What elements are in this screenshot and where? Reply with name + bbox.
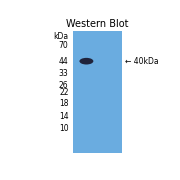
Text: 10: 10 — [59, 124, 69, 133]
Text: Western Blot: Western Blot — [66, 19, 128, 29]
Text: 18: 18 — [59, 99, 69, 108]
Bar — [73, 31, 122, 153]
Text: 70: 70 — [59, 41, 69, 50]
Text: 26: 26 — [59, 81, 69, 90]
Text: ← 40kDa: ← 40kDa — [125, 57, 159, 66]
Text: 22: 22 — [59, 88, 69, 97]
Ellipse shape — [79, 58, 93, 64]
Text: 14: 14 — [59, 112, 69, 121]
Text: 44: 44 — [59, 57, 69, 66]
Text: kDa: kDa — [53, 32, 69, 41]
Text: 33: 33 — [59, 69, 69, 78]
